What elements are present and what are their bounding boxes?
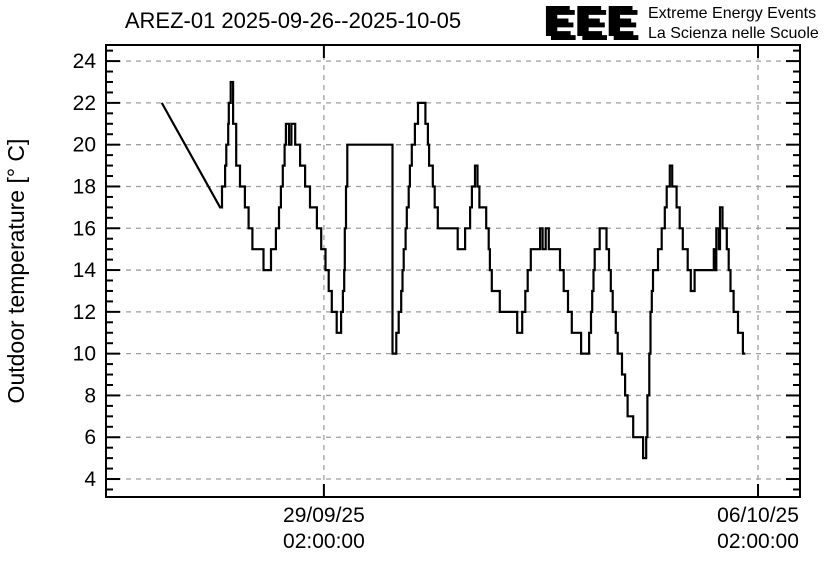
eee-logo-line2: La Scienza nelle Scuole bbox=[648, 25, 819, 42]
axis-ticks bbox=[106, 45, 800, 497]
y-tick-label: 4 bbox=[84, 468, 96, 491]
y-axis-title: Outdoor temperature [° C] bbox=[3, 139, 29, 404]
series-layer bbox=[160, 80, 746, 460]
x-tick-label: 29/09/25 02:00:00 bbox=[283, 504, 365, 553]
x-tick-label: 06/10/25 02:00:00 bbox=[717, 504, 799, 553]
y-tick-label: 10 bbox=[73, 343, 96, 366]
eee-logo: EEE EEE Extreme Energy Events La Scienza… bbox=[543, 0, 819, 50]
axis-tick-labels: 4 6 8 10 12 14 16 18 20 22 24 29/09/25 02:00:00 06/10… bbox=[73, 50, 799, 553]
y-tick-label: 22 bbox=[73, 92, 96, 115]
eee-logo-line1: Extreme Energy Events bbox=[648, 5, 816, 22]
y-tick-label: 24 bbox=[73, 50, 97, 73]
eee-logo-shadow: EEE bbox=[548, 1, 642, 50]
eee-logo-acronym: EEE bbox=[543, 0, 637, 46]
y-tick-label: 12 bbox=[73, 301, 96, 324]
y-tick-label: 14 bbox=[73, 259, 97, 282]
y-tick-label: 20 bbox=[73, 134, 96, 157]
temperature-series-line bbox=[160, 80, 746, 460]
y-tick-label: 8 bbox=[84, 384, 96, 407]
chart-title: AREZ-01 2025-09-26--2025-10-05 bbox=[125, 8, 461, 33]
y-tick-label: 6 bbox=[84, 426, 96, 449]
y-tick-label: 16 bbox=[73, 217, 96, 240]
y-tick-label: 18 bbox=[73, 175, 96, 198]
